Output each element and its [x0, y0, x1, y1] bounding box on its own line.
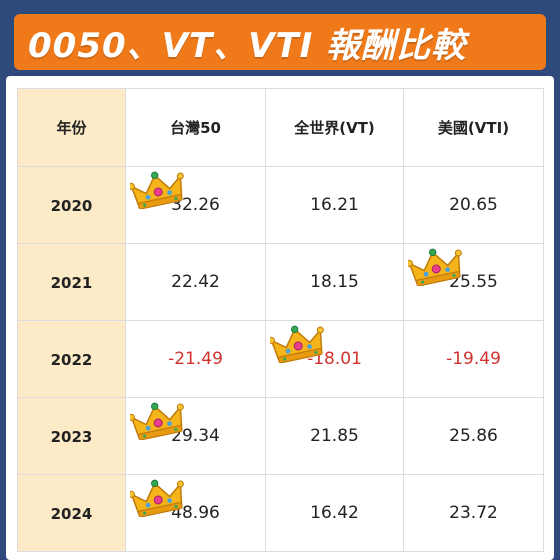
header-label: 全世界(VT) — [294, 119, 375, 137]
header-label: 台灣50 — [170, 119, 221, 137]
year-cell: 2021 — [17, 243, 126, 321]
value-cell: 25.86 — [403, 397, 544, 475]
year-label: 2021 — [50, 273, 93, 292]
header-cell-taiwan50: 台灣50 — [125, 88, 266, 167]
return-value: 23.72 — [449, 503, 498, 523]
header-cell-vti: 美國(VTI) — [403, 88, 544, 167]
table-row: 2022 -21.49 -18.01 -19.49 — [17, 320, 544, 398]
value-cell: 18.15 — [265, 243, 404, 321]
value-cell: 23.72 — [403, 474, 544, 552]
year-cell: 2023 — [17, 397, 126, 475]
value-cell: 21.85 — [265, 397, 404, 475]
value-cell: 32.26 — [125, 166, 266, 244]
return-value: 21.85 — [310, 426, 359, 446]
value-cell: -21.49 — [125, 320, 266, 398]
return-value: -19.49 — [446, 349, 501, 369]
return-value: 25.86 — [449, 426, 498, 446]
value-cell: -19.49 — [403, 320, 544, 398]
return-value: 29.34 — [171, 426, 220, 446]
header-label: 年份 — [56, 119, 87, 137]
value-cell: 25.55 — [403, 243, 544, 321]
return-value: 16.42 — [310, 503, 359, 523]
table-row: 2021 22.42 18.15 25.55 — [17, 243, 544, 321]
table-header-row: 年份 台灣50 全世界(VT) 美國(VTI) — [17, 88, 544, 167]
value-cell: 22.42 — [125, 243, 266, 321]
return-value: 22.42 — [171, 272, 220, 292]
year-label: 2020 — [50, 196, 93, 215]
title-banner: 0050、VT、VTI 報酬比較 — [14, 14, 546, 70]
table-row: 2023 29.34 21.85 25.86 — [17, 397, 544, 475]
year-cell: 2022 — [17, 320, 126, 398]
header-cell-year: 年份 — [17, 88, 126, 167]
header-label: 美國(VTI) — [437, 119, 510, 137]
value-cell: 16.21 — [265, 166, 404, 244]
return-value: 16.21 — [310, 195, 359, 215]
return-value: 25.55 — [449, 272, 498, 292]
table-row: 2020 32.26 16.21 20.65 — [17, 166, 544, 244]
value-cell: 16.42 — [265, 474, 404, 552]
year-cell: 2020 — [17, 166, 126, 244]
return-value: 18.15 — [310, 272, 359, 292]
return-value: -18.01 — [307, 349, 362, 369]
return-value: 48.96 — [171, 503, 220, 523]
header-cell-vt: 全世界(VT) — [265, 88, 404, 167]
return-value: 20.65 — [449, 195, 498, 215]
value-cell: 20.65 — [403, 166, 544, 244]
returns-table: 年份 台灣50 全世界(VT) 美國(VTI) 2020 32.26 16.21… — [17, 88, 544, 552]
page-title: 0050、VT、VTI 報酬比較 — [28, 25, 467, 66]
year-cell: 2024 — [17, 474, 126, 552]
year-label: 2024 — [50, 504, 93, 523]
return-value: 32.26 — [171, 195, 220, 215]
value-cell: 48.96 — [125, 474, 266, 552]
year-label: 2022 — [50, 350, 93, 369]
return-value: -21.49 — [168, 349, 223, 369]
value-cell: 29.34 — [125, 397, 266, 475]
value-cell: -18.01 — [265, 320, 404, 398]
year-label: 2023 — [50, 427, 93, 446]
table-row: 2024 48.96 16.42 23.72 — [17, 474, 544, 552]
